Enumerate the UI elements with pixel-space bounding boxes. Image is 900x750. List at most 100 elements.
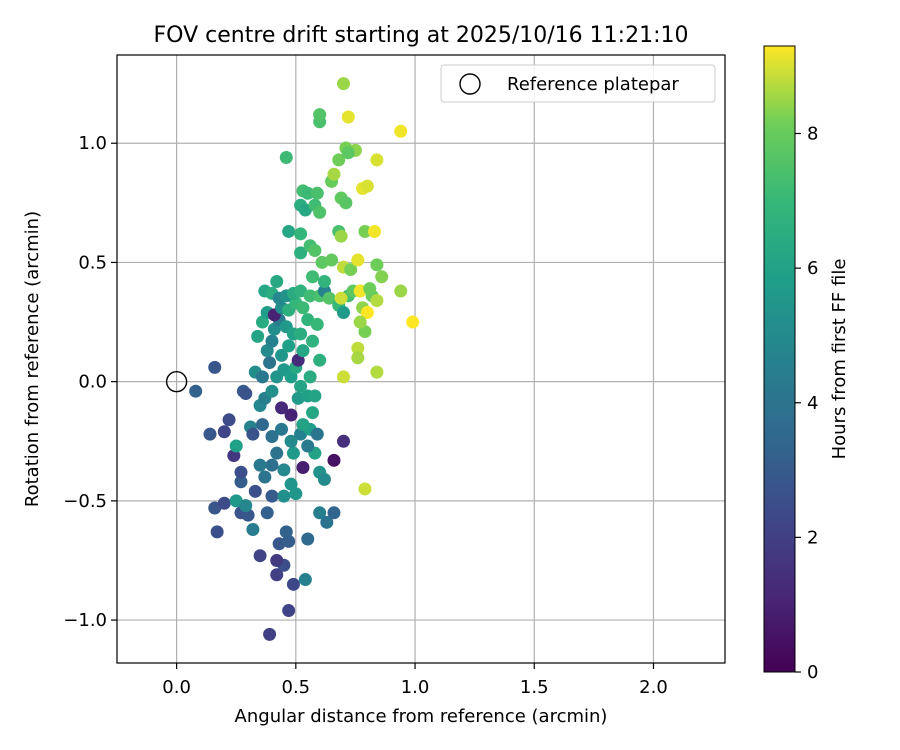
data-point	[284, 408, 298, 422]
data-point	[306, 270, 320, 284]
data-point	[341, 110, 355, 124]
data-point	[248, 484, 262, 498]
data-point	[317, 472, 331, 486]
data-point	[270, 275, 284, 289]
data-point	[394, 124, 408, 138]
data-point	[279, 525, 293, 539]
grid-lines	[117, 55, 725, 663]
data-point	[370, 258, 384, 272]
data-point	[282, 604, 296, 618]
colorbar-tick-label: 8	[807, 124, 818, 145]
x-tick-label: 1.5	[520, 677, 549, 698]
data-point	[337, 77, 351, 91]
data-point	[265, 458, 279, 472]
x-tick-label: 1.0	[401, 677, 430, 698]
data-point	[308, 389, 322, 403]
data-point	[334, 229, 348, 243]
y-tick-label: −1.0	[63, 610, 107, 631]
data-point	[294, 327, 308, 341]
colorbar-tick-label: 0	[807, 662, 818, 683]
colorbar-ticks: 0 2 4 6 8	[795, 124, 818, 683]
data-point	[286, 446, 300, 460]
colorbar-tick-label: 2	[807, 527, 818, 548]
y-axis-ticks: −1.0 −0.5 0.0 0.5 1.0	[63, 133, 117, 631]
data-point	[303, 370, 317, 384]
data-point	[308, 244, 322, 258]
data-point	[313, 205, 327, 219]
data-point	[246, 427, 260, 441]
data-point	[270, 568, 284, 582]
data-point	[337, 306, 351, 320]
data-point	[351, 253, 365, 267]
data-point	[255, 418, 269, 432]
data-points	[165, 77, 420, 641]
colorbar-tick-label: 4	[807, 393, 818, 414]
data-point	[301, 186, 315, 200]
data-point	[253, 549, 267, 563]
data-point	[263, 356, 277, 370]
data-point	[375, 270, 389, 284]
y-tick-label: 1.0	[78, 133, 107, 154]
data-point	[370, 294, 384, 308]
x-axis-ticks: 0.0 0.5 1.0 1.5 2.0	[162, 663, 668, 698]
data-point	[360, 306, 374, 320]
data-point	[277, 489, 291, 503]
y-tick-label: −0.5	[63, 491, 107, 512]
data-point	[296, 418, 310, 432]
data-point	[358, 224, 372, 238]
data-point	[394, 284, 408, 298]
data-point	[255, 370, 269, 384]
data-point	[222, 413, 236, 427]
chart-title: FOV centre drift starting at 2025/10/16 …	[154, 23, 689, 48]
data-point	[313, 506, 327, 520]
y-tick-label: 0.0	[78, 372, 107, 393]
data-point	[296, 460, 310, 474]
data-point	[210, 525, 224, 539]
data-point	[368, 224, 382, 238]
data-point	[317, 275, 331, 289]
data-point	[370, 365, 384, 379]
data-point	[341, 146, 355, 160]
data-point	[275, 422, 289, 436]
data-point	[265, 429, 279, 443]
data-point	[279, 151, 293, 165]
data-point	[282, 224, 296, 238]
data-point	[265, 334, 279, 348]
x-tick-label: 2.0	[639, 677, 668, 698]
data-point	[275, 401, 289, 415]
data-point	[270, 446, 284, 460]
data-point	[358, 482, 372, 496]
colorbar: 0 2 4 6 8 Hours from first FF file	[763, 45, 850, 683]
data-point	[313, 108, 327, 122]
legend-box	[440, 64, 716, 103]
y-tick-label: 0.5	[78, 252, 107, 273]
data-point	[260, 506, 274, 520]
axes-frame	[116, 54, 726, 664]
reference-point-marker	[165, 370, 188, 393]
data-point	[344, 263, 358, 277]
data-point	[296, 344, 310, 358]
data-point	[239, 499, 253, 513]
data-point	[296, 301, 310, 315]
data-point	[217, 496, 231, 510]
data-point	[310, 427, 324, 441]
data-point	[277, 463, 291, 477]
data-point	[251, 329, 265, 343]
data-point	[351, 341, 365, 355]
data-point	[327, 167, 341, 181]
x-tick-label: 0.5	[282, 677, 311, 698]
data-point	[303, 289, 317, 303]
data-point	[306, 406, 320, 420]
data-point	[327, 453, 341, 467]
colorbar-gradient	[763, 45, 796, 673]
data-point	[301, 532, 315, 546]
data-point	[310, 317, 324, 331]
data-point	[284, 477, 298, 491]
data-point	[239, 387, 253, 401]
data-point	[258, 470, 272, 484]
data-point	[234, 475, 248, 489]
data-point	[327, 506, 341, 520]
data-point	[339, 196, 353, 210]
